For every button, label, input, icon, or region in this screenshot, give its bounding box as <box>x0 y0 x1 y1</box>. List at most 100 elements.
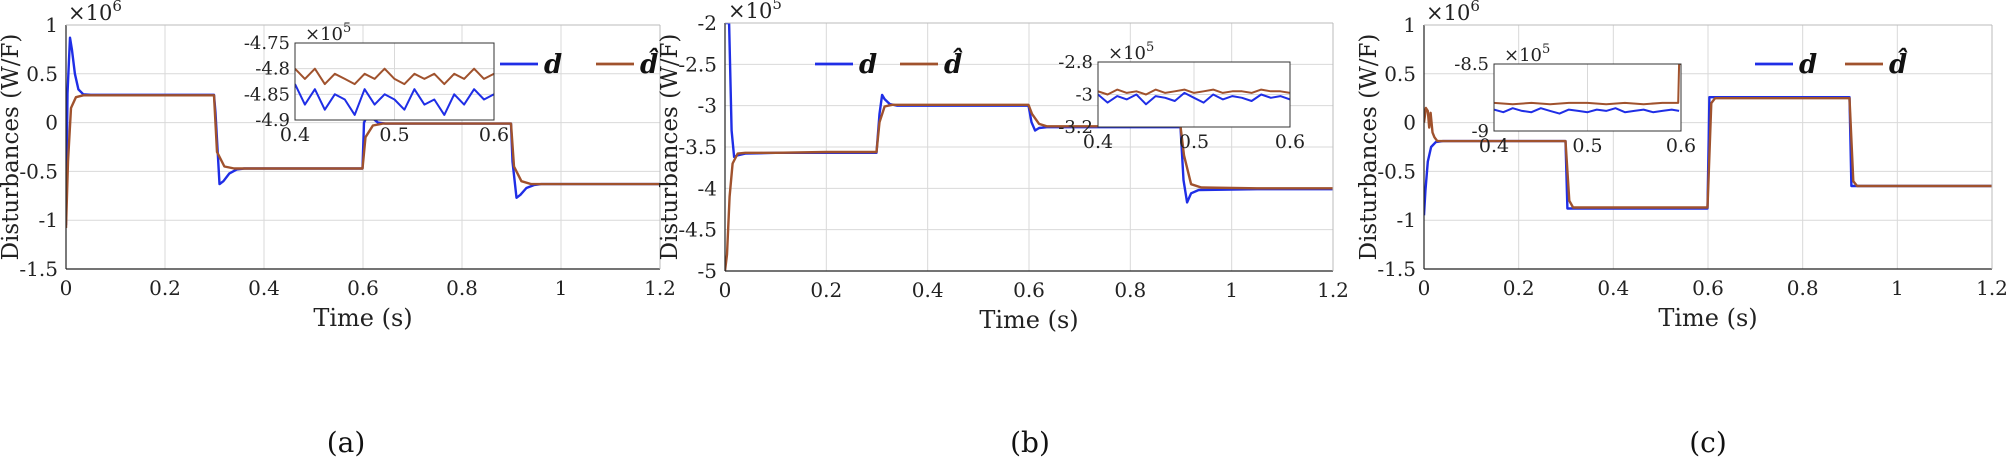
y-tick-label: -0.5 <box>1377 159 1416 183</box>
y-tick-label: -2.5 <box>678 52 717 76</box>
x-tick-label: 0.6 <box>347 276 379 300</box>
x-tick-label: 0.4 <box>912 278 944 302</box>
inset-x-tick-label: 0.6 <box>1275 131 1305 153</box>
inset-exponent-power: 5 <box>1542 42 1550 57</box>
x-tick-label: 0.6 <box>1013 278 1045 302</box>
inset-y-tick-label: -4.9 <box>255 110 290 131</box>
axis-exponent: ×105 <box>728 0 782 23</box>
x-tick-label: 0.6 <box>1692 276 1724 300</box>
inset-y-tick-label: -9 <box>1471 121 1489 142</box>
inset-x-tick-label: 0.6 <box>1666 135 1696 157</box>
inset-y-tick-label: -3 <box>1075 85 1093 106</box>
legend-item-d-hat: d̂ <box>596 47 659 80</box>
series-line-d-hat <box>1424 96 1992 209</box>
chart-panel-2: 0 0.2 0.4 0.6 0.8 1 1.2-1.5-1-0.500.51 ×106Time… <box>1356 0 2008 459</box>
x-axis-label: Time (s) <box>313 304 412 332</box>
inset-exponent-power: 5 <box>1146 40 1154 55</box>
x-axis-label: Time (s) <box>1658 304 1757 332</box>
y-tick-label: -1.5 <box>1377 257 1416 281</box>
panel-caption: (a) <box>327 426 366 459</box>
inset-x-tick-label: 0.4 <box>1083 131 1113 153</box>
legend-item-d: d <box>500 50 562 80</box>
series-line-d-hat <box>725 103 1333 271</box>
x-tick-label: 0.8 <box>1114 278 1146 302</box>
y-axis-label: Disturbances (W/F) <box>657 34 683 261</box>
y-tick-label: 0 <box>45 111 58 135</box>
inset-series-line-d <box>1098 91 1290 106</box>
x-tick-label: 1 <box>555 276 568 300</box>
exponent-power: 6 <box>112 0 122 15</box>
y-axis-label: Disturbances (W/F) <box>1356 34 1382 261</box>
y-tick-label: 0 <box>1403 111 1416 135</box>
y-tick-label: -1 <box>1397 208 1416 232</box>
inset-exponent-power: 5 <box>343 21 351 36</box>
x-tick-label: 0 <box>719 278 732 302</box>
inset-exponent: ×105 <box>305 21 351 45</box>
y-tick-label: 1 <box>45 13 58 37</box>
inset-x-tick-label: 0.4 <box>1479 135 1509 157</box>
axis-exponent: ×106 <box>1426 0 1480 25</box>
inset-series-line-d-hat <box>1098 88 1290 96</box>
panel-caption: (c) <box>1689 426 1727 459</box>
inset-plot: 0.4 0.5 0.6 -4.9 -4.85 -4.8 -4.75 ×105 <box>244 21 509 146</box>
legend-label: d̂ <box>1889 47 1908 80</box>
exponent-base: ×10 <box>68 1 112 25</box>
x-tick-label: 0.2 <box>1503 276 1535 300</box>
y-tick-label: -2 <box>698 11 717 35</box>
y-tick-label: -1.5 <box>19 257 58 281</box>
inset-y-tick-label: -4.8 <box>255 59 290 80</box>
inset-plot: 0.4 0.5 0.6 -3.2 -3 -2.8 ×105 <box>1058 40 1305 153</box>
y-tick-label: -0.5 <box>19 159 58 183</box>
legend-label: d̂ <box>640 47 659 80</box>
inset-y-tick-label: -4.85 <box>244 84 290 105</box>
inset-series-line-d-hat <box>1494 64 1681 106</box>
inset-series-line-d <box>1494 107 1680 115</box>
exponent-power: 5 <box>772 0 782 13</box>
inset-exponent-base: ×10 <box>305 24 343 45</box>
y-tick-label: 0.5 <box>1384 62 1416 86</box>
x-tick-label: 0 <box>1418 276 1431 300</box>
inset-series-group <box>295 67 494 116</box>
y-tick-label: 0.5 <box>26 62 58 86</box>
legend-item-d-hat: d̂ <box>1845 47 1908 80</box>
inset-plot: 0.4 0.5 0.6 -9 -8.5 ×105 <box>1454 42 1696 157</box>
legend-label: d <box>859 50 877 80</box>
y-tick-label: -4.5 <box>678 218 717 242</box>
inset-x-tick-label: 0.6 <box>479 124 509 146</box>
y-tick-label: -5 <box>698 259 717 283</box>
x-tick-label: 0.2 <box>810 278 842 302</box>
y-tick-label: -3.5 <box>678 135 717 159</box>
inset-y-tick-label: -8.5 <box>1454 54 1489 75</box>
inset-border <box>1097 61 1291 128</box>
inset-exponent-base: ×10 <box>1504 45 1542 66</box>
exponent-power: 6 <box>1470 0 1480 15</box>
x-tick-label: 1 <box>1891 276 1904 300</box>
series-group <box>725 23 1333 271</box>
inset-y-tick-label: -4.75 <box>244 33 290 54</box>
legend-label: d <box>1799 50 1817 80</box>
inset-series-line-d <box>295 83 494 116</box>
inset-y-tick-label: -2.8 <box>1058 52 1093 73</box>
inset-series-group <box>1494 64 1681 115</box>
panel-caption: (b) <box>1010 426 1050 459</box>
inset-x-tick-label: 0.5 <box>1572 135 1602 157</box>
series-group <box>66 36 660 229</box>
y-tick-label: 1 <box>1403 13 1416 37</box>
exponent-base: ×10 <box>1426 1 1470 25</box>
chart-panel-1: 0 0.2 0.4 0.6 0.8 1 1.2 -5 -4.5 -4 -3.5 -3 -2.5 -2 ×10… <box>657 0 1349 459</box>
y-tick-label: -4 <box>698 176 717 200</box>
legend-item-d-hat: d̂ <box>900 47 963 80</box>
y-axis-label: Disturbances (W/F) <box>0 34 24 261</box>
inset-exponent: ×105 <box>1504 42 1550 66</box>
x-tick-label: 0.2 <box>149 276 181 300</box>
x-tick-label: 1 <box>1225 278 1238 302</box>
axis-exponent: ×106 <box>68 0 122 25</box>
x-tick-label: 0 <box>60 276 73 300</box>
series-group <box>1424 95 1992 216</box>
inset-border <box>1493 63 1682 132</box>
inset-y-tick-label: -3.2 <box>1058 117 1093 138</box>
x-tick-label: 1.2 <box>1976 276 2008 300</box>
x-tick-label: 0.4 <box>248 276 280 300</box>
inset-exponent-base: ×10 <box>1108 43 1146 64</box>
exponent-base: ×10 <box>728 0 772 23</box>
